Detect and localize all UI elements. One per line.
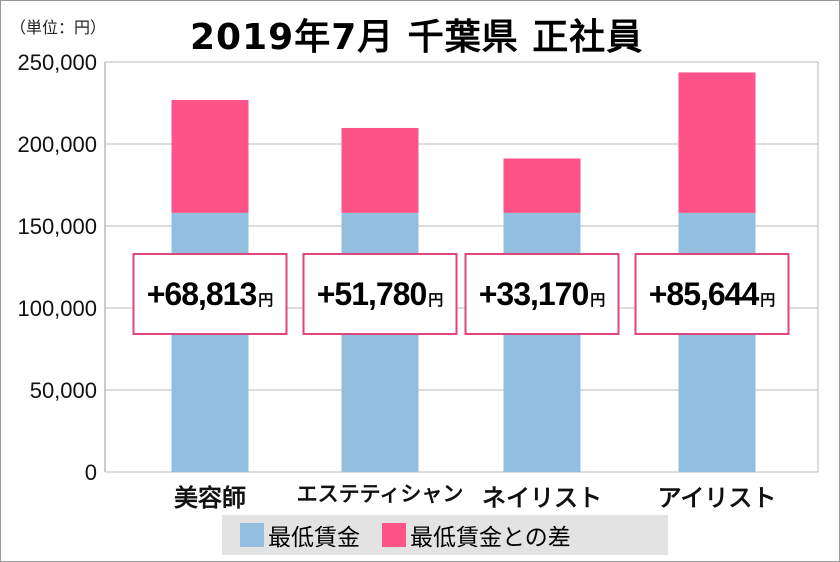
data-label: +85,644 円 (634, 253, 790, 335)
legend-item-diff: 最低賃金との差 (382, 518, 571, 552)
x-tick-label: エステティシャン (296, 482, 464, 506)
bar-diff (171, 100, 249, 213)
data-label: +51,780 円 (302, 253, 458, 335)
bar-base (678, 212, 756, 472)
data-label-value: +33,170 (478, 275, 590, 312)
unit-label: （単位：円） (10, 18, 107, 37)
bar-base (171, 212, 249, 472)
legend: 最低賃金 最低賃金との差 (222, 515, 668, 555)
legend-label-diff: 最低賃金との差 (410, 525, 571, 551)
data-label-unit: 円 (428, 291, 444, 309)
y-tick-label: 100,000 (17, 296, 97, 321)
x-tick-label: ネイリスト (482, 484, 602, 512)
x-tick-label: アイリスト (657, 484, 777, 512)
x-tick-label: 美容師 (174, 484, 246, 512)
legend-item-base: 最低賃金 (240, 518, 360, 552)
bar-diff (503, 158, 581, 213)
legend-swatch-diff (382, 523, 406, 547)
data-label-unit: 円 (760, 291, 776, 309)
y-tick-label: 0 (85, 460, 97, 485)
data-label: +33,170 円 (464, 253, 620, 335)
bar-base (503, 212, 581, 472)
legend-label-base: 最低賃金 (268, 525, 360, 551)
y-tick-label: 150,000 (17, 214, 97, 239)
data-label-unit: 円 (258, 291, 274, 309)
bar-diff (678, 72, 756, 213)
data-label: +68,813 円 (132, 253, 288, 335)
y-tick-label: 50,000 (30, 378, 97, 403)
y-tick-label: 250,000 (17, 50, 97, 75)
data-label-value: +51,780 (316, 275, 428, 312)
y-tick-label: 200,000 (17, 132, 97, 157)
data-label-value: +85,644 (648, 275, 760, 312)
bar-base (341, 212, 419, 472)
data-label-unit: 円 (590, 291, 606, 309)
chart-title: 2019年7月 千葉県 正社員 (190, 17, 644, 58)
data-label-value: +68,813 (146, 275, 258, 312)
bar-diff (341, 127, 419, 213)
legend-swatch-base (240, 523, 264, 547)
